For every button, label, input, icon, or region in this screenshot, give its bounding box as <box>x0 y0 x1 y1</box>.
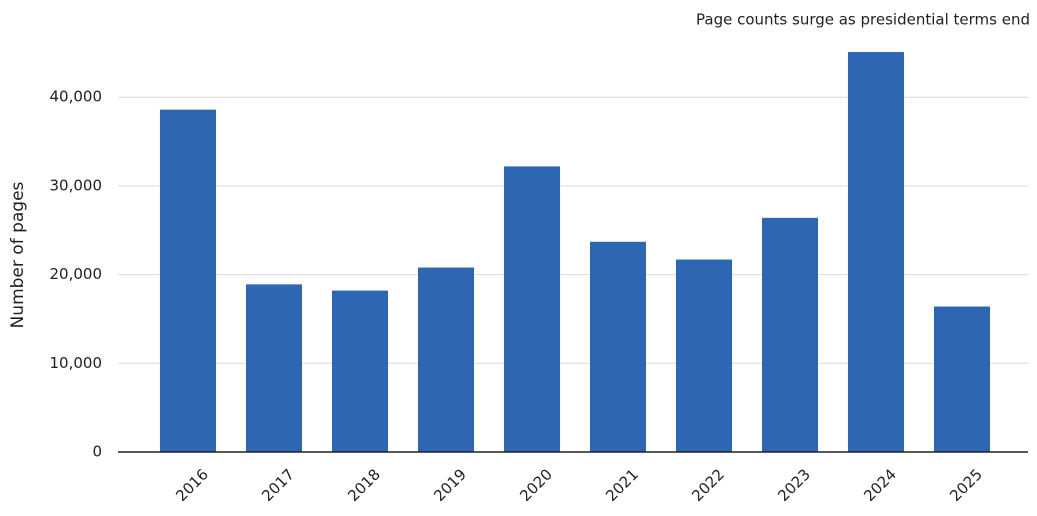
y-axis-label: Number of pages <box>8 181 28 328</box>
bar <box>159 109 217 453</box>
bar <box>331 290 389 452</box>
x-tick-label: 2018 <box>344 465 384 505</box>
bar <box>589 241 647 452</box>
bar <box>761 217 819 452</box>
x-tick-label: 2024 <box>860 465 900 505</box>
y-tick-label: 20,000 <box>50 265 103 283</box>
x-tick-label: 2016 <box>172 465 212 505</box>
bar <box>503 166 561 452</box>
bar <box>847 51 905 453</box>
y-tick-label: 40,000 <box>50 88 103 106</box>
x-tick-label: 2023 <box>774 465 814 505</box>
y-tick-label: 30,000 <box>50 176 103 194</box>
y-tick-label: 0 <box>92 443 102 461</box>
bar <box>417 267 475 452</box>
x-tick-label: 2022 <box>688 465 728 505</box>
x-tick-label: 2025 <box>946 465 986 505</box>
bar <box>675 259 733 452</box>
x-tick-label: 2017 <box>258 465 298 505</box>
chart-title: Page counts surge as presidential terms … <box>696 11 1030 29</box>
x-tick-label: 2020 <box>516 465 556 505</box>
x-tick-label: 2021 <box>602 465 642 505</box>
bar <box>245 284 303 452</box>
x-tick-label: 2019 <box>430 465 470 505</box>
y-tick-label: 10,000 <box>50 354 103 372</box>
bar <box>933 306 991 452</box>
